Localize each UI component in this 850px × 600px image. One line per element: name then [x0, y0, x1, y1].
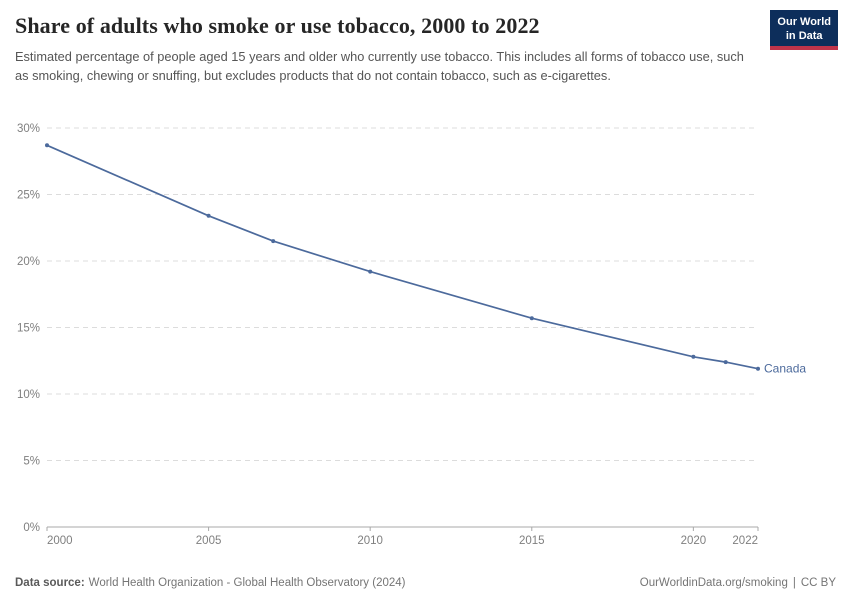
y-tick-label: 10%	[17, 389, 40, 401]
x-tick-label: 2000	[47, 535, 73, 547]
owid-logo[interactable]: Our World in Data	[770, 10, 838, 51]
data-point[interactable]	[206, 213, 211, 218]
series-line-canada[interactable]	[46, 144, 759, 370]
data-point[interactable]	[271, 239, 276, 244]
chart-footer: Data source: World Health Organization - …	[15, 577, 836, 589]
x-tick-label: 2005	[196, 535, 222, 547]
data-point[interactable]	[45, 143, 49, 148]
data-point[interactable]	[756, 366, 760, 371]
x-tick-label: 2020	[681, 535, 707, 547]
x-tick-label: 2010	[357, 535, 383, 547]
entity-label[interactable]: Canada	[764, 362, 806, 376]
y-tick-label: 30%	[17, 123, 40, 135]
owid-logo-line2: in Data	[785, 30, 823, 43]
y-tick-label: 0%	[23, 522, 40, 534]
data-point[interactable]	[723, 360, 728, 365]
y-tick-label: 15%	[17, 323, 40, 335]
data-source-label: Data source:	[15, 577, 85, 589]
footer-credit: OurWorldinData.org/smoking | CC BY	[640, 577, 836, 589]
x-tick-label: 2015	[519, 535, 545, 547]
owid-url-link[interactable]: OurWorldinData.org/smoking	[639, 577, 788, 589]
chart-header: Share of adults who smoke or use tobacco…	[15, 13, 760, 85]
data-point[interactable]	[691, 354, 696, 359]
data-point[interactable]	[368, 269, 373, 274]
license-link[interactable]: CC BY	[800, 577, 836, 589]
owid-logo-line1: Our World	[777, 16, 831, 28]
footer-separator: |	[792, 577, 796, 589]
data-source: Data source: World Health Organization - …	[15, 577, 406, 589]
chart-title: Share of adults who smoke or use tobacco…	[15, 13, 540, 38]
data-point[interactable]	[529, 316, 534, 321]
chart-subtitle: Estimated percentage of people aged 15 y…	[15, 49, 744, 83]
data-source-text: World Health Organization - Global Healt…	[88, 577, 406, 589]
y-tick-label: 5%	[23, 456, 40, 468]
y-tick-label: 25%	[17, 190, 40, 202]
x-tick-label: 2022	[732, 535, 758, 547]
y-tick-label: 20%	[17, 256, 40, 268]
